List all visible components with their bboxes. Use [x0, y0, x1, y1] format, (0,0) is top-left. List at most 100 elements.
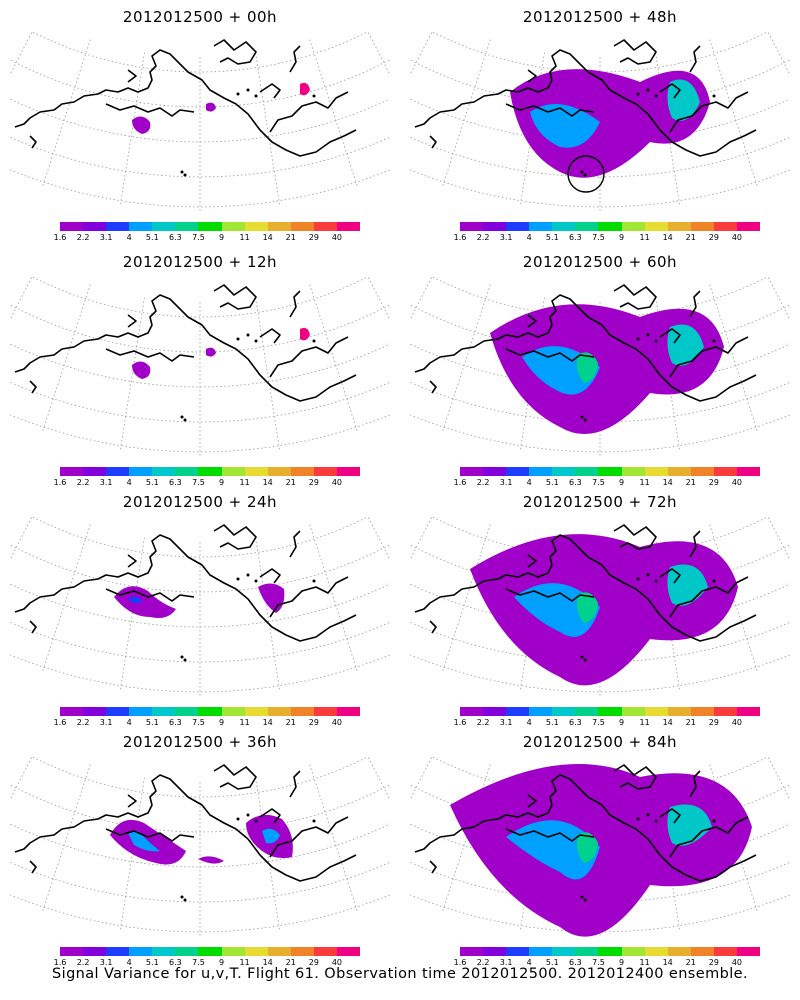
colorbar-swatch [336, 947, 361, 956]
coastline [14, 764, 357, 902]
variance-field [128, 830, 160, 852]
colorbar-swatch [244, 467, 268, 476]
coastline-path [29, 380, 37, 394]
coastline-path [29, 620, 37, 634]
colorbar-swatch [221, 467, 245, 476]
colorbar: 1.6 2.2 3.1 4 5.1 6.3 7.5 9 11 14 21 29 40 [454, 467, 761, 491]
meridian-line [10, 277, 33, 321]
colorbar-label: 29 [308, 233, 319, 242]
meridian-line [255, 537, 281, 691]
panel-title: 2012012500 + 24h [122, 493, 278, 511]
latitude-line [410, 583, 790, 628]
colorbar-swatch [598, 222, 622, 231]
island [712, 819, 716, 823]
colorbar-label: 14 [262, 233, 273, 242]
colorbar-label: 9 [218, 233, 225, 242]
island [654, 339, 658, 343]
island [254, 579, 258, 583]
colorbar-swatch [313, 467, 337, 476]
colorbar: 1.6 2.2 3.1 4 5.1 6.3 7.5 9 11 14 21 29 40 [54, 707, 361, 731]
coastline-path [14, 294, 357, 402]
colorbar-swatch [621, 467, 645, 476]
variance-field [262, 828, 280, 844]
coastline-path [429, 135, 437, 149]
meridian-line [42, 764, 91, 913]
island [654, 579, 658, 583]
colorbar-label: 40 [731, 718, 743, 727]
coastline-path [659, 568, 681, 584]
island [646, 88, 650, 92]
colorbar-swatch [106, 222, 130, 231]
colorbar-swatches [460, 947, 761, 956]
colorbar-label: 3.1 [499, 233, 513, 242]
coastline-path [14, 49, 357, 157]
island [236, 817, 240, 821]
colorbar-labels: 1.6 2.2 3.1 4 5.1 6.3 7.5 9 11 14 21 29 40 [454, 233, 760, 243]
meridian-line [42, 284, 91, 433]
colorbar-label: 29 [708, 718, 719, 727]
coastline-path [659, 83, 681, 99]
latitude-line [31, 32, 369, 73]
colorbar-label: 7.5 [592, 233, 605, 242]
island [254, 94, 258, 98]
island [654, 94, 658, 98]
colorbar-label: 11 [239, 958, 250, 967]
colorbar-swatch [529, 467, 553, 476]
colorbar-swatch [621, 222, 645, 231]
colorbar-label: 14 [262, 478, 273, 487]
colorbar-label: 2.2 [476, 958, 490, 967]
island [583, 658, 587, 662]
latitude-line [410, 343, 790, 388]
colorbar-swatch [644, 707, 668, 716]
colorbar-label: 11 [239, 478, 250, 487]
meridian-line [367, 517, 390, 561]
colorbar-swatch [106, 707, 130, 716]
meridian-line [655, 297, 681, 451]
colorbar-label: 7.5 [592, 718, 605, 727]
colorbar-label: 5.1 [145, 478, 159, 487]
meridian-line [767, 757, 790, 801]
coastline-path [429, 380, 437, 394]
variance-field [530, 104, 600, 148]
coastline-path [259, 568, 281, 584]
latitude-line [31, 517, 369, 558]
colorbar-label: 40 [331, 958, 343, 967]
colorbar-label: 29 [708, 958, 719, 967]
coastline-path [213, 284, 257, 310]
colorbar-swatch [667, 467, 691, 476]
colorbar-label: 11 [639, 958, 650, 967]
colorbar-label: 21 [685, 958, 696, 967]
island [712, 94, 716, 98]
colorbar-label: 6.3 [169, 478, 182, 487]
colorbar-swatch [529, 222, 553, 231]
colorbar-label: 2.2 [76, 233, 90, 242]
colorbar-labels: 1.6 2.2 3.1 4 5.1 6.3 7.5 9 11 14 21 29 40 [54, 233, 360, 243]
colorbar: 1.6 2.2 3.1 4 5.1 6.3 7.5 9 11 14 21 29 40 [54, 222, 361, 246]
colorbar-label: 1.6 [453, 233, 467, 242]
colorbar-swatch [221, 947, 245, 956]
colorbar-swatch [290, 467, 314, 476]
coastline-path [213, 764, 257, 790]
meridian-line [309, 284, 358, 433]
map-panel-36h: 2012012500 + 36h 1.6 2.2 3.1 4 5.1 6.3 7.5 9 11 1… [0, 725, 400, 970]
island [646, 333, 650, 337]
coastline-path [659, 808, 681, 824]
colorbar-label: 1.6 [453, 718, 467, 727]
colorbar-label: 40 [731, 233, 743, 242]
island [636, 92, 640, 96]
colorbar-swatch [713, 947, 737, 956]
variance-field [300, 327, 310, 341]
colorbar-label: 3.1 [99, 718, 113, 727]
variance-field [198, 856, 224, 864]
colorbar-swatch [290, 947, 314, 956]
colorbar-swatch [336, 222, 361, 231]
marked-location-circle [567, 155, 605, 193]
colorbar-label: 29 [708, 233, 719, 242]
island [583, 173, 587, 177]
colorbar-swatch [529, 707, 553, 716]
colorbar-label: 11 [639, 478, 650, 487]
colorbar-label: 29 [308, 478, 319, 487]
latitude-line [31, 277, 369, 318]
variance-field [576, 832, 598, 863]
colorbar-label: 6.3 [569, 718, 582, 727]
